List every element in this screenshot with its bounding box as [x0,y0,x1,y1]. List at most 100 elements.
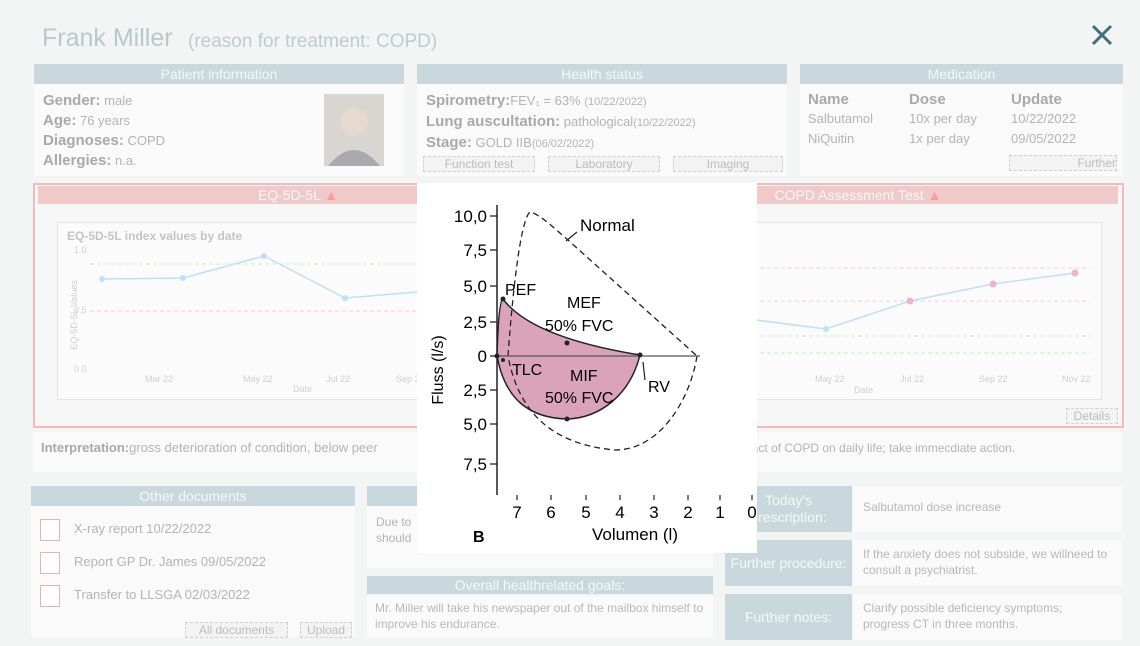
button[interactable]: Details [1066,408,1118,424]
health-rows: Spirometry:FEV₁ = 63% (10/22/2022) Lung … [426,91,696,154]
label: RV [648,379,670,396]
x-tick-label: Sep 22 [979,374,1008,384]
goals-text: Mr. Miller will take his newspaper out o… [367,596,713,638]
y-tick-label: 10,0 [454,207,487,226]
title: EQ-5D-5L [257,187,321,203]
point [823,326,829,332]
label: Diagnoses: [43,132,124,149]
x-tick-label: Jul 22 [326,374,351,384]
panel-header: Patient information [34,64,404,84]
chart-title: EQ-5D-5L index values by date [67,229,243,243]
date: (10/22/2022) [633,117,696,129]
button[interactable]: Further [1009,155,1117,171]
x-tick-label: May 22 [815,374,845,384]
y-tick-label: 0.5 [74,305,87,315]
value: pathological [563,114,634,129]
y-tick-label: 7,5 [463,455,487,474]
pointers [565,231,646,381]
date: (06/02/2022) [531,138,595,150]
text: gross deterioration of condition, below … [129,440,378,455]
x-tick-label: 7 [512,503,521,522]
label: MEF [567,295,601,312]
y-tick-label: 0.0 [74,364,87,374]
pdf-icon [40,518,60,541]
cell: 10/22/2022 [1011,111,1077,126]
document[interactable]: X-ray report 10/22/2022 [40,512,266,545]
points [906,269,1079,305]
eq5d-plot [90,253,557,312]
pdf-icon [40,584,60,607]
reason: (reason for treatment: COPD) [188,31,438,52]
cell: 09/05/2022 [1011,131,1077,146]
label: Normal [580,216,635,235]
normal-loop [507,211,698,451]
warning-icon: ▲ [324,187,339,203]
axis-label: Fluss (l/s) [430,335,447,404]
y-tick-label: 5,0 [463,415,487,434]
axis-label: Volumen (l) [592,525,678,544]
document-name: Report GP Dr. James 09/05/2022 [74,554,266,569]
panel-letter: B [473,529,485,546]
line: should [376,531,412,545]
document[interactable]: Report GP Dr. James 09/05/2022 [40,545,266,578]
x-tick-label: 5 [581,503,590,522]
button[interactable]: Imaging [673,156,783,172]
value: n.a. [114,153,137,168]
button[interactable]: Upload [300,622,352,638]
axis-label: Date [854,385,874,395]
line: Due to [376,515,412,529]
x-tick-label: Jul 22 [900,374,925,384]
patient-photo [324,94,384,166]
value: 76 years [79,113,130,128]
pdf-icon [40,551,60,574]
value: male [104,93,133,108]
axis-label: Date [293,384,313,394]
warning-icon: ▲ [927,187,942,203]
label: TLC [512,362,542,379]
close-button[interactable] [1090,24,1114,46]
row-text: Salbutamol dose increase [853,486,1122,532]
label: Stage: [426,134,472,151]
document[interactable]: Transfer to LLSGA 02/03/2022 [40,578,266,611]
value: COPD [127,133,166,148]
row-label: Further notes: [725,594,852,640]
y-tick-label: 7,5 [463,241,487,260]
markers [494,296,643,422]
y-tick-label: 5,0 [463,277,487,296]
label: PEF [505,282,536,299]
label: Allergies: [43,152,112,169]
notes: Due to should [376,514,411,546]
patient-name: Frank Miller [42,24,173,52]
cell: 1x per day [909,131,970,146]
document-name: X-ray report 10/22/2022 [74,521,212,536]
x-tick-label: 1 [715,503,724,522]
title: COPD Assessment Test [774,187,924,203]
value: FEV₁ = 63% [510,93,581,108]
button[interactable]: All documents [185,622,288,638]
column-header: Update [1011,91,1062,108]
popup: Normal PEF MEF 50% FVC TLC MIF 50% FVC R… [417,183,757,553]
label: Gender: [43,92,101,109]
interpretation: Interpretation:gross deterioration of co… [41,440,378,455]
y-tick-label: 2,5 [463,381,487,400]
x-tick-label: 4 [615,503,624,522]
button[interactable]: Function test [423,156,535,172]
row-label: Further procedure: [725,540,852,586]
y-tick-label: 2,5 [463,313,487,332]
value: GOLD IIB [475,135,532,150]
x-tick-label: May 22 [243,374,273,384]
patient-rows: Gender: male Age: 76 years Diagnoses: CO… [43,91,165,171]
interpretation-end: pact of COPD on daily life; take immecdi… [745,441,1016,455]
column-header: Name [808,91,849,108]
label: Interpretation: [41,440,130,455]
x-tick-label: Nov 22 [1062,374,1091,384]
label: 50% FVC [545,390,613,407]
panel-header: Medication [800,64,1123,84]
x-tick-label: 2 [683,503,692,522]
line [101,255,431,299]
cell: 10x per day [909,111,977,126]
button[interactable]: Laboratory [548,156,660,172]
cell: NiQuitin [808,131,855,146]
